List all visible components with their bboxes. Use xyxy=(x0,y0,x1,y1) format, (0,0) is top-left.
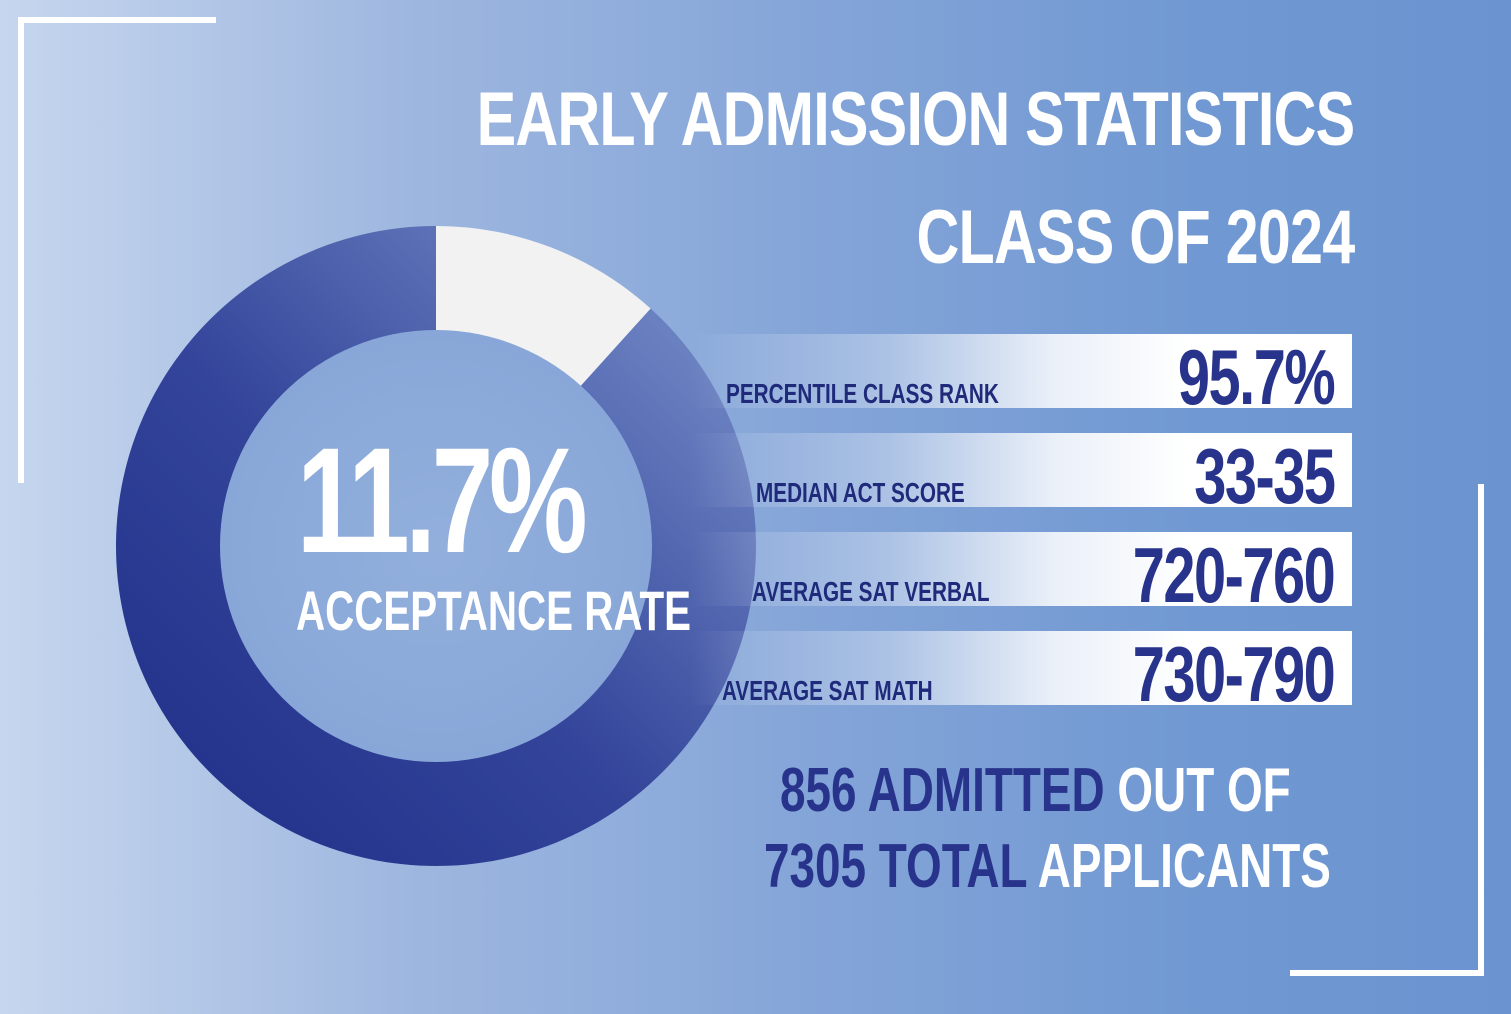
stat-value: 730-790 xyxy=(1132,630,1336,718)
stat-band xyxy=(690,631,1352,705)
stat-row-act-score: MEDIAN ACT SCORE 33-35 xyxy=(690,433,1352,515)
stat-band xyxy=(690,532,1352,606)
stat-band xyxy=(690,433,1352,507)
summary-admitted: 856 ADMITTED OUT OF xyxy=(780,760,1291,822)
stat-row-class-rank: PERCENTILE CLASS RANK 95.7% xyxy=(690,334,1352,416)
stat-row-sat-verbal: AVERAGE SAT VERBAL 720-760 xyxy=(690,532,1352,614)
acceptance-rate-value: 11.7% xyxy=(296,416,588,584)
stat-band xyxy=(690,334,1352,408)
frame-bracket-top-left xyxy=(18,17,216,483)
title-line-1: EARLY ADMISSION STATISTICS xyxy=(476,77,1355,162)
admitted-suffix: OUT OF xyxy=(1117,756,1291,825)
total-count: 7305 TOTAL xyxy=(764,832,1027,901)
stat-label: AVERAGE SAT MATH xyxy=(722,675,933,706)
total-suffix: APPLICANTS xyxy=(1037,832,1331,901)
frame-bracket-bottom-right xyxy=(1290,484,1484,976)
stat-row-sat-math: AVERAGE SAT MATH 730-790 xyxy=(690,631,1352,713)
stat-value: 33-35 xyxy=(1193,432,1336,520)
stat-label: AVERAGE SAT VERBAL xyxy=(752,576,990,607)
acceptance-rate-label: ACCEPTANCE RATE xyxy=(296,579,691,642)
title-line-2: CLASS OF 2024 xyxy=(916,195,1355,280)
admitted-count: 856 ADMITTED xyxy=(780,756,1105,825)
stat-value: 95.7% xyxy=(1177,333,1336,421)
stat-label: MEDIAN ACT SCORE xyxy=(756,477,965,508)
stat-value: 720-760 xyxy=(1132,531,1336,619)
summary-total: 7305 TOTAL APPLICANTS xyxy=(764,836,1331,898)
donut-hole xyxy=(220,330,652,762)
stat-label: PERCENTILE CLASS RANK xyxy=(726,378,999,409)
